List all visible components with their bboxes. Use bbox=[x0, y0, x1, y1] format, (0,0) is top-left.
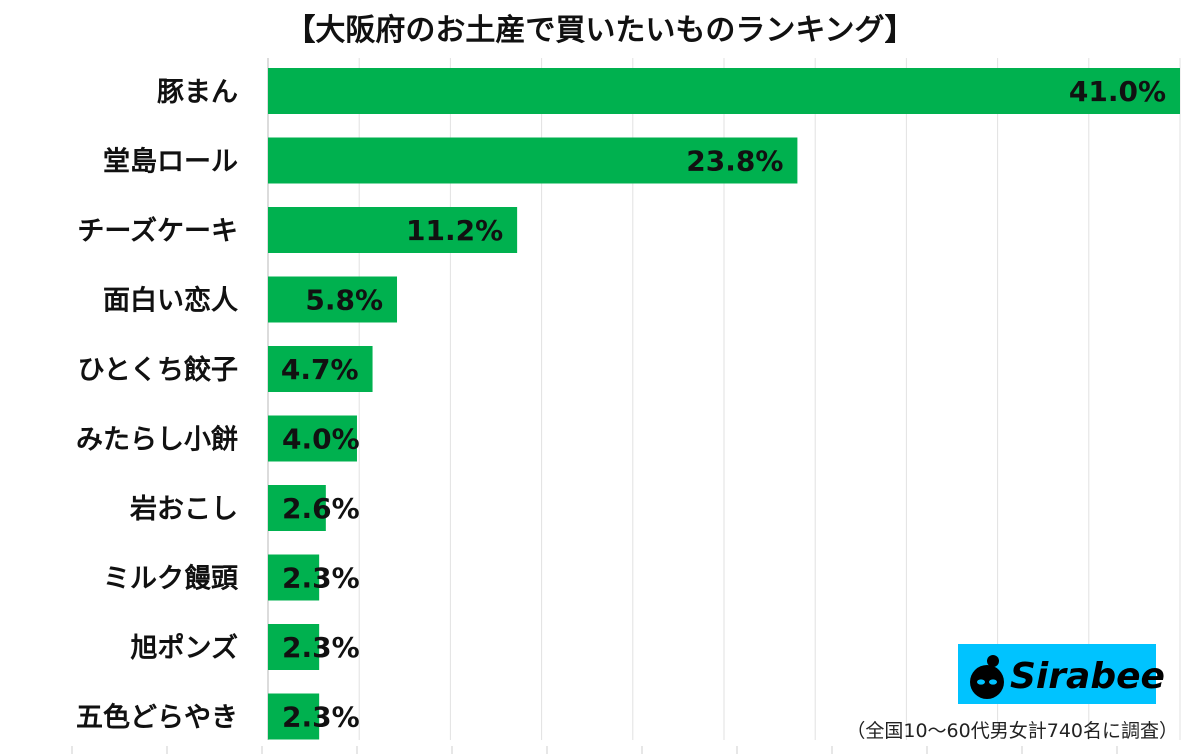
value-label: 2.3% bbox=[282, 701, 360, 734]
value-label: 5.8% bbox=[305, 284, 383, 317]
category-label: 五色どらやき bbox=[76, 702, 238, 734]
category-label: ひとくち餃子 bbox=[78, 354, 238, 386]
value-label: 2.3% bbox=[282, 631, 360, 664]
value-label: 41.0% bbox=[1069, 75, 1166, 108]
category-label: 旭ポンズ bbox=[131, 632, 238, 664]
bar bbox=[268, 137, 798, 184]
sirabee-mascot-icon bbox=[970, 655, 1004, 699]
category-label: 面白い恋人 bbox=[103, 285, 238, 317]
value-label: 2.3% bbox=[282, 562, 360, 595]
value-label: 23.8% bbox=[686, 145, 783, 178]
bar bbox=[268, 624, 320, 670]
logo-text: Sirabee bbox=[1010, 656, 1165, 697]
bar bbox=[268, 693, 320, 740]
survey-note: （全国10〜60代男女計740名に調査） bbox=[846, 720, 1178, 742]
bars bbox=[268, 68, 1180, 740]
bar bbox=[268, 415, 357, 462]
category-label: 堂島ロール bbox=[103, 147, 238, 178]
category-label: 岩おこし bbox=[129, 494, 238, 525]
category-label: ミルク饅頭 bbox=[103, 563, 239, 595]
bar bbox=[268, 485, 326, 531]
bar bbox=[268, 346, 373, 392]
value-label: 4.7% bbox=[281, 353, 359, 386]
sirabee-logo: Sirabee bbox=[958, 644, 1165, 704]
category-label: みたらし小餅 bbox=[76, 424, 238, 456]
value-label: 11.2% bbox=[406, 214, 503, 247]
bar bbox=[268, 207, 518, 253]
value-label: 4.0% bbox=[282, 423, 360, 456]
category-label: 豚まん bbox=[157, 77, 238, 108]
bar bbox=[268, 68, 1180, 114]
value-label: 2.6% bbox=[282, 492, 360, 525]
value-labels: 41.0% 23.8% 11.2% 5.8% 4.7% 4.0% 2.6% 2.3% 2.3% 2… bbox=[281, 75, 1166, 734]
category-labels: 豚まん堂島ロールチーズケーキ面白い恋人ひとくち餃子みたらし小餅岩おこしミルク饅頭… bbox=[76, 77, 239, 734]
chart-title: 【大阪府のお土産で買いたいものランキング】 bbox=[285, 13, 914, 48]
bar bbox=[268, 554, 320, 601]
bar bbox=[268, 276, 398, 323]
category-label: チーズケーキ bbox=[77, 215, 238, 247]
